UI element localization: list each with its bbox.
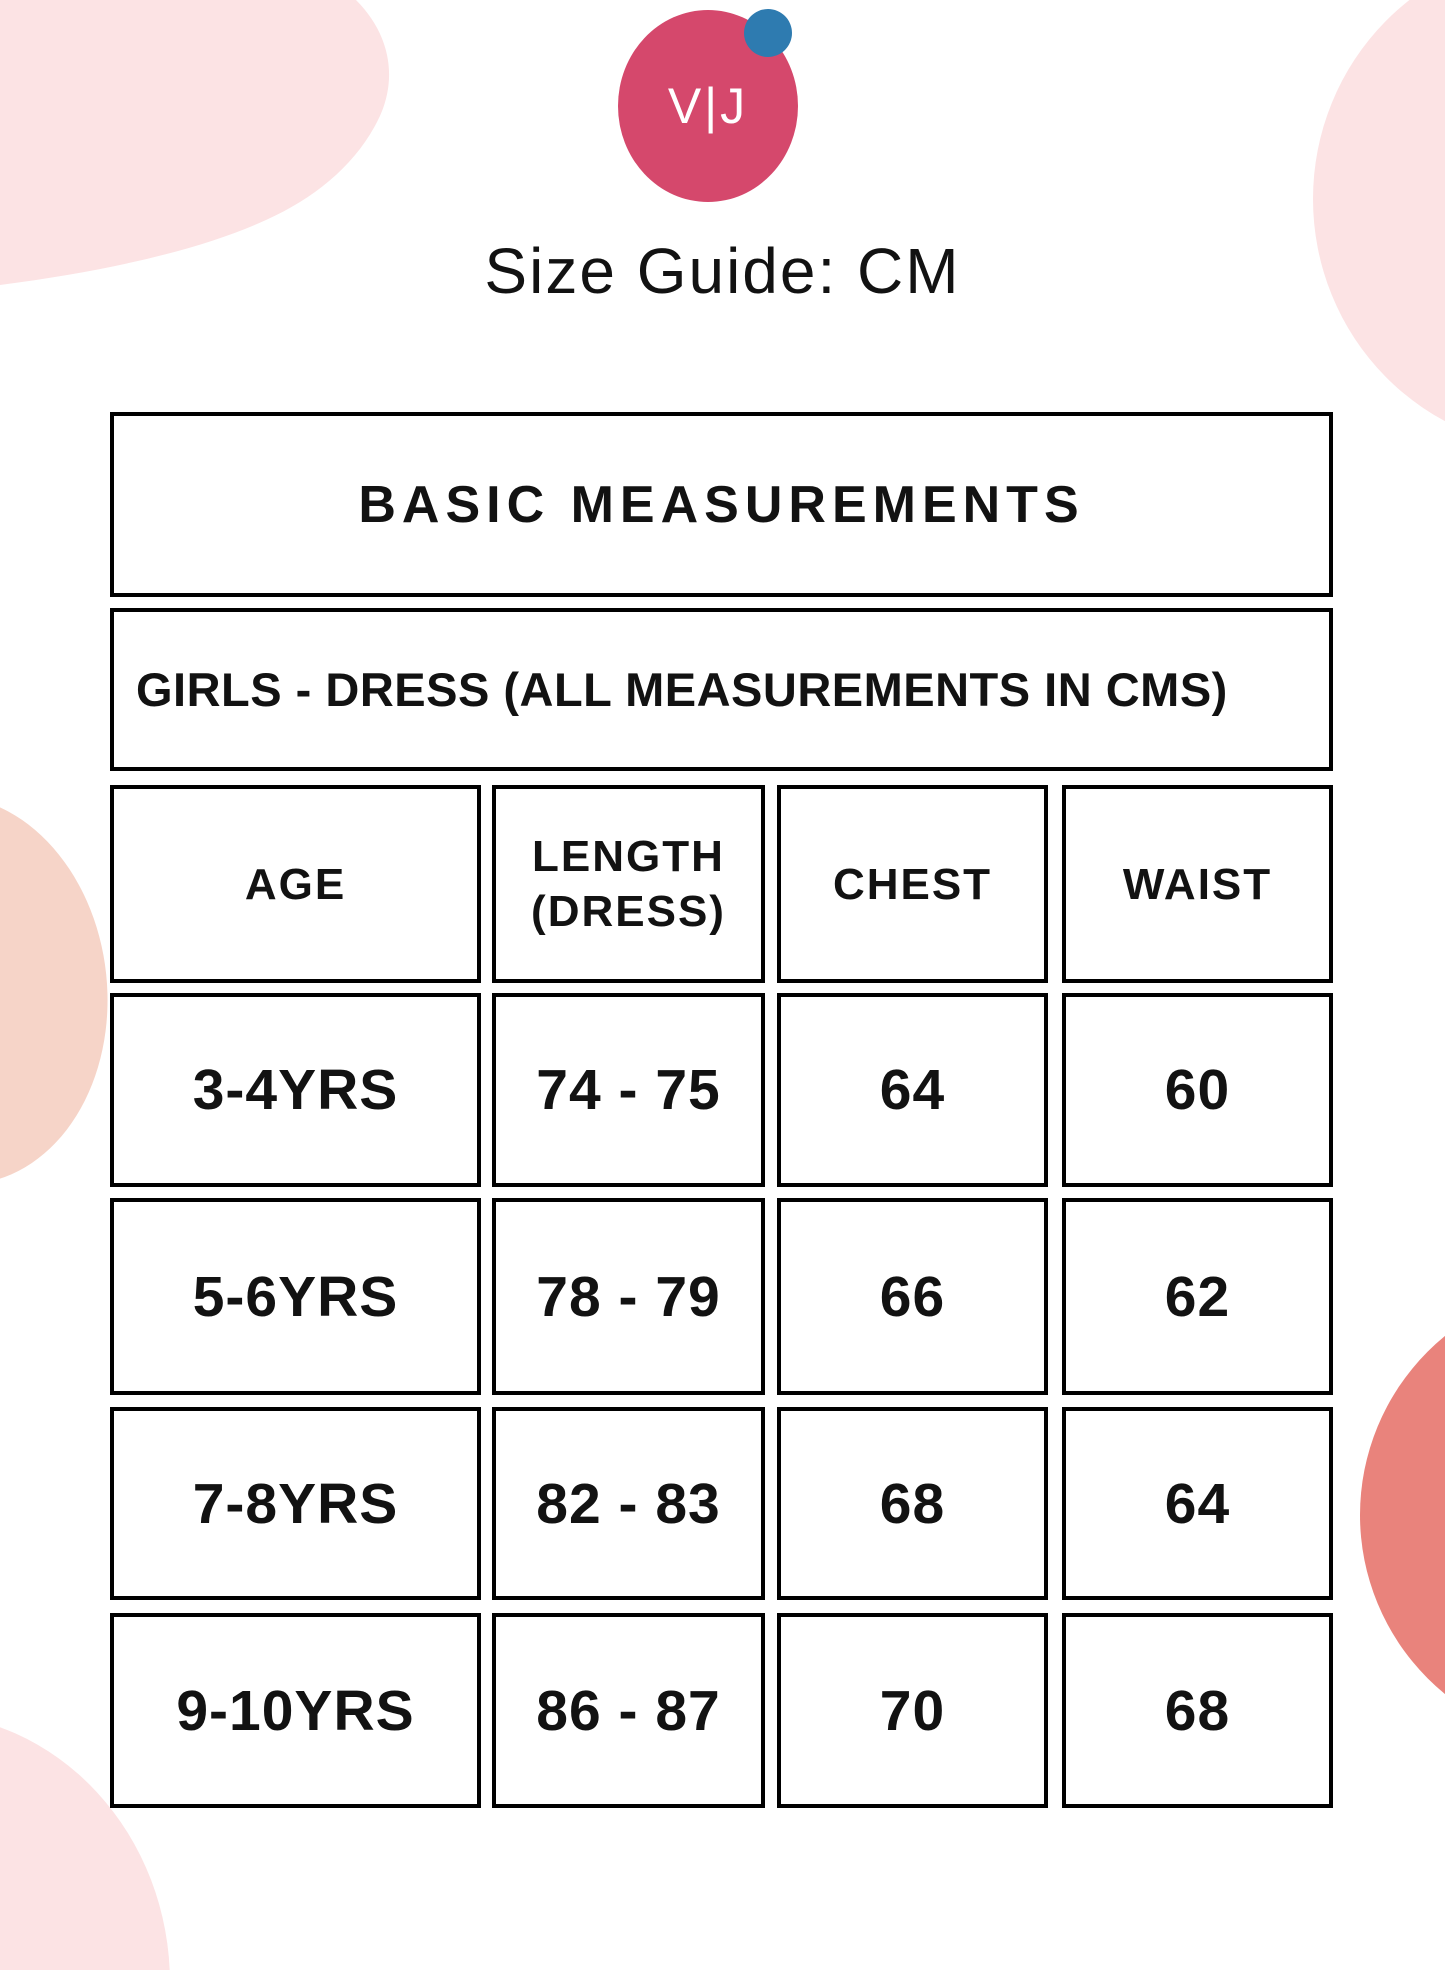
length-cell: 82 - 83	[492, 1407, 765, 1600]
table-banner: BASIC MEASUREMENTS	[110, 412, 1333, 597]
table-row: 3-4YRS 74 - 75 64 60	[110, 993, 1333, 1187]
waist-cell: 60	[1062, 993, 1333, 1187]
chest-cell: 64	[777, 993, 1048, 1187]
table-row: 5-6YRS 78 - 79 66 62	[110, 1198, 1333, 1395]
table-header-row: AGE LENGTH (DRESS) CHEST WAIST	[110, 785, 1333, 983]
chest-cell: 68	[777, 1407, 1048, 1600]
size-table: BASIC MEASUREMENTS GIRLS - DRESS (ALL ME…	[110, 412, 1333, 1808]
brand-logo-dot	[744, 9, 792, 57]
decor-blob-top-right	[1313, 0, 1445, 450]
decor-blob-left-middle	[0, 780, 127, 1200]
age-cell: 5-6YRS	[110, 1198, 481, 1395]
length-cell: 78 - 79	[492, 1198, 765, 1395]
waist-cell: 62	[1062, 1198, 1333, 1395]
waist-cell: 64	[1062, 1407, 1333, 1600]
page-title: Size Guide: CM	[484, 235, 961, 307]
column-header-chest: CHEST	[777, 785, 1048, 983]
decor-blob-coral-right	[1360, 1284, 1445, 1746]
age-cell: 7-8YRS	[110, 1407, 481, 1600]
column-header-waist: WAIST	[1062, 785, 1333, 983]
column-header-length-dress: LENGTH (DRESS)	[492, 785, 765, 983]
brand-monogram: V|J	[667, 78, 749, 134]
table-sub-banner: GIRLS - DRESS (ALL MEASUREMENTS IN CMS)	[110, 608, 1333, 771]
length-cell: 74 - 75	[492, 993, 765, 1187]
age-cell: 9-10YRS	[110, 1613, 481, 1808]
age-cell: 3-4YRS	[110, 993, 481, 1187]
table-row: 9-10YRS 86 - 87 70 68	[110, 1613, 1333, 1808]
table-row: 7-8YRS 82 - 83 68 64	[110, 1407, 1333, 1600]
length-cell: 86 - 87	[492, 1613, 765, 1808]
column-header-age: AGE	[110, 785, 481, 983]
chest-cell: 66	[777, 1198, 1048, 1395]
waist-cell: 68	[1062, 1613, 1333, 1808]
chest-cell: 70	[777, 1613, 1048, 1808]
decor-blob-top-left	[0, 0, 390, 285]
